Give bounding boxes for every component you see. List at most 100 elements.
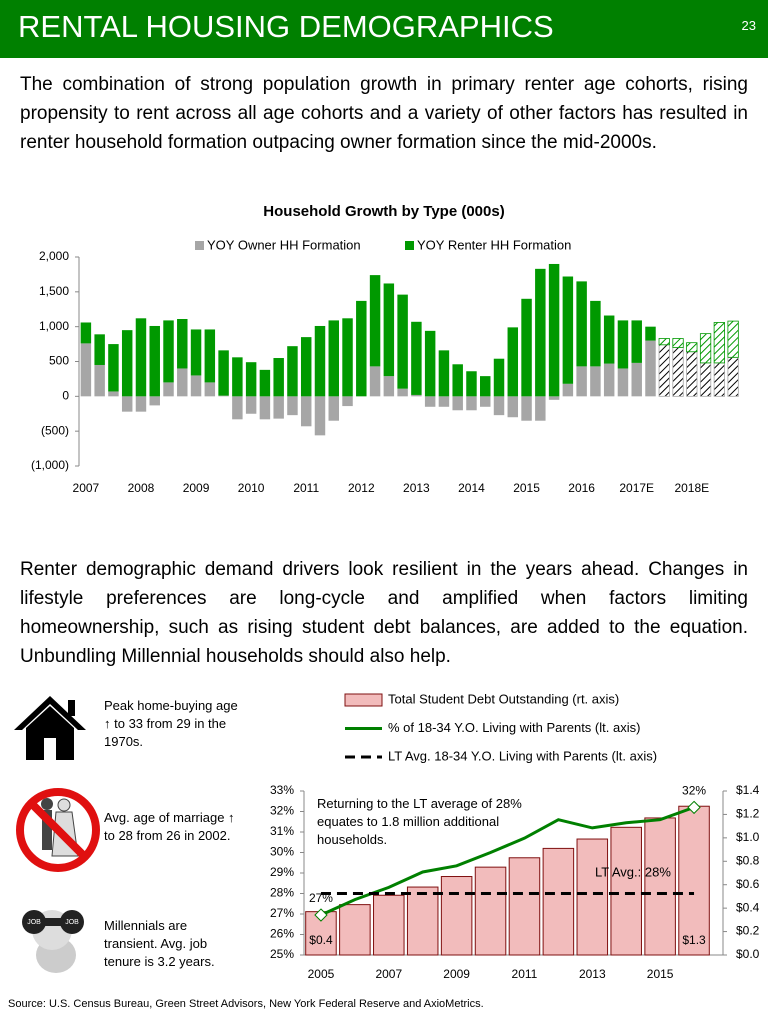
bar-segment — [645, 340, 656, 397]
annotation: LT Avg.: 28% — [595, 864, 671, 879]
bar-segment — [94, 364, 105, 397]
y2-tick-label: $0.0 — [736, 947, 760, 961]
bar-segment — [424, 330, 436, 397]
bar-segment — [507, 327, 519, 397]
bar — [644, 817, 676, 956]
bar-segment — [590, 300, 601, 367]
bar-segment — [521, 396, 532, 421]
bar-segment — [424, 396, 436, 407]
bar-segment — [190, 329, 202, 376]
bar-segment — [300, 396, 312, 427]
bar — [542, 847, 575, 956]
bar-segment — [287, 396, 298, 416]
bar-segment — [383, 376, 395, 397]
bar-segment — [121, 396, 133, 412]
bar-segment — [397, 388, 408, 397]
y-tick-label: 500 — [49, 354, 69, 368]
y2-tick-label: $1.0 — [736, 830, 760, 844]
bar-segment — [190, 375, 202, 397]
header-bar: RENTAL HOUSING DEMOGRAPHICS 23 — [0, 0, 768, 58]
binoculars-icon: JOB JOB — [22, 910, 84, 973]
bar-segment — [108, 344, 119, 392]
x-tick-label: 2011 — [512, 967, 538, 981]
x-tick-label: 2012 — [348, 481, 375, 495]
bar — [339, 904, 371, 956]
bar-segment — [397, 294, 408, 389]
data-label: $1.3 — [682, 933, 706, 947]
bar-segment — [686, 351, 698, 397]
bar-segment — [80, 322, 92, 344]
svg-text:JOB: JOB — [65, 919, 79, 926]
bar-segment — [342, 396, 353, 407]
bar-segment — [631, 362, 642, 397]
x-tick-label: 2008 — [128, 481, 155, 495]
bar — [508, 857, 541, 956]
bar — [406, 886, 439, 956]
bar-segment — [480, 376, 491, 397]
bar-segment — [535, 268, 546, 397]
y-tick-label: 1,000 — [39, 319, 69, 333]
bar-segment — [314, 325, 326, 397]
y2-tick-label: $0.6 — [736, 877, 760, 891]
x-tick-label: 2014 — [458, 481, 485, 495]
bar — [610, 826, 642, 956]
bar-segment — [342, 318, 353, 397]
bar-segment — [232, 357, 243, 397]
bar-segment — [576, 366, 587, 397]
y-tick-label: 31% — [270, 824, 294, 838]
fact-text: Peak home-buying age ↑ to 33 from 29 in … — [104, 698, 238, 749]
y2-tick-label: $1.2 — [736, 807, 760, 821]
bar-segment — [204, 382, 216, 397]
y-tick-label: (500) — [41, 423, 69, 437]
bar-segment — [727, 356, 739, 397]
legend-label: Total Student Debt Outstanding (rt. axis… — [388, 691, 619, 706]
bar-segment — [590, 366, 601, 397]
bar-segment — [121, 330, 133, 397]
bar-segment — [177, 368, 188, 397]
paragraph: Renter demographic demand drivers look r… — [20, 559, 748, 667]
bar-segment — [356, 300, 367, 397]
legend-label: LT Avg. 18-34 Y.O. Living with Parents (… — [388, 748, 657, 763]
x-tick-label: 2007 — [73, 481, 100, 495]
y2-tick-label: $1.4 — [736, 783, 760, 797]
bar-segment — [617, 368, 629, 397]
bar-segment — [177, 319, 188, 369]
bar-segment — [369, 275, 381, 367]
source: Source: U.S. Census Bureau, Green Street… — [8, 998, 484, 1010]
y-tick-label: 33% — [270, 783, 294, 797]
bar-segment — [273, 396, 284, 419]
bar-segment — [438, 396, 450, 407]
legend-label: % of 18-34 Y.O. Living with Parents (lt.… — [388, 720, 640, 735]
paragraph: The combination of strong population gro… — [20, 74, 748, 153]
bar-segment — [672, 347, 684, 397]
bar-segment — [300, 337, 312, 397]
y-tick-label: 0 — [62, 389, 69, 403]
x-tick-label: 2017E — [619, 481, 654, 495]
bar-segment — [727, 320, 739, 358]
bar-segment — [645, 326, 656, 341]
bar-segment — [452, 364, 463, 397]
y2-tick-label: $0.4 — [736, 900, 760, 914]
bar-segment — [686, 342, 698, 353]
x-tick-label: 2009 — [183, 481, 210, 495]
bar-segment — [631, 320, 642, 363]
bar-segment — [658, 344, 670, 397]
bar-segment — [507, 396, 519, 418]
bar-segment — [369, 366, 381, 397]
bar-segment — [672, 338, 684, 348]
bar-segment — [603, 363, 615, 397]
bar-segment — [287, 346, 298, 397]
bar-segment — [548, 396, 560, 400]
bar-segment — [480, 396, 491, 407]
legend-label: YOY Renter HH Formation — [417, 237, 571, 252]
marker — [687, 800, 701, 815]
bar-segment — [232, 396, 243, 420]
legend-swatch — [344, 693, 383, 707]
bar-segment — [603, 315, 615, 364]
bar-segment — [149, 325, 160, 397]
x-tick-label: 2015 — [647, 967, 674, 981]
fact-text: Avg. age of marriage ↑ to 28 from 26 in … — [104, 810, 235, 843]
bar-segment — [466, 396, 477, 411]
